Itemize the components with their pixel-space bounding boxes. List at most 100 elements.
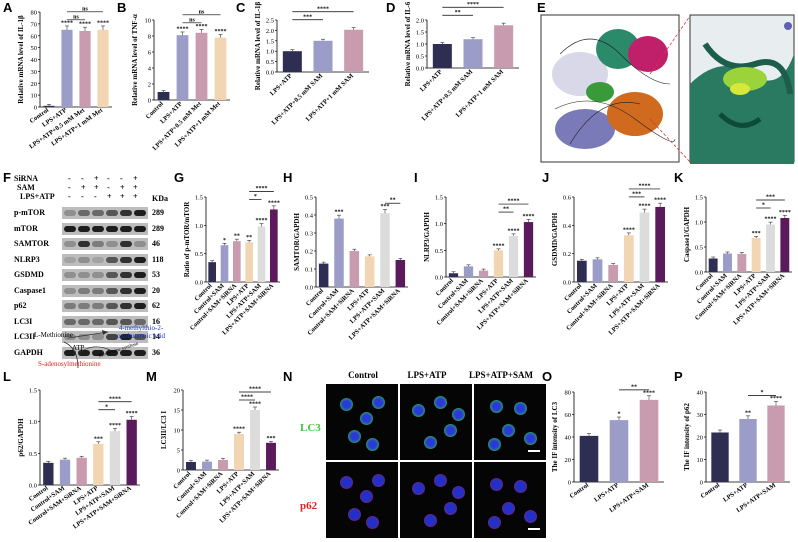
bar-lps-atp-sam-sirna <box>655 206 666 282</box>
panel-label-i: I <box>414 170 418 185</box>
bar-control-sam-sirna <box>478 270 489 277</box>
blot-band <box>64 256 76 263</box>
y-tick-label: 80 <box>31 10 38 17</box>
panel-label-o: O <box>542 369 553 384</box>
blot-band <box>78 303 90 309</box>
bar-lps-atp-1-mm-sam <box>494 25 514 69</box>
blot-band <box>64 287 76 294</box>
y-axis-label: SAMTOR/GAPDH <box>293 213 301 271</box>
chart-c: 0.0 0.5 1.0 1.5 2.0 2.5 Relative mRNA level of… <box>254 2 369 126</box>
blot-band-strip <box>62 331 148 343</box>
blot-band <box>106 349 118 356</box>
bar-control-sam <box>202 461 212 470</box>
chart-j: 0.00.20.40.6GSDMD/GAPDHControlControl+SA… <box>551 183 668 337</box>
blot-protein-label: mTOR <box>14 223 38 233</box>
cell-nucleus <box>452 408 465 421</box>
blot-band <box>134 334 146 340</box>
y-axis-label: p62/GAPDH <box>17 418 25 457</box>
bar-lps-atp <box>751 238 761 272</box>
blot-band <box>120 225 132 232</box>
y-axis-label: Caspase1/GAPDH <box>683 206 691 262</box>
bracket-label: * <box>762 203 765 209</box>
y-tick-label: 20 <box>565 457 572 464</box>
pathway-start: L-Methionine <box>34 331 73 339</box>
blot-kda-value: 62 <box>152 301 160 310</box>
bar-control <box>43 105 55 107</box>
blot-band <box>106 256 118 263</box>
y-axis-label: NLRP3/GAPDH <box>423 212 431 262</box>
bar-control <box>43 462 54 485</box>
bar-lps-atp-0-5-mm-sam <box>313 40 333 72</box>
blot-band <box>134 287 146 294</box>
blot-condition-mark: + <box>94 174 99 183</box>
bar-lps-atp-sam <box>767 405 785 482</box>
blot-condition-mark: - <box>107 174 110 183</box>
bracket-label: **** <box>317 6 329 12</box>
blot-band <box>120 349 132 356</box>
blot-band-strip <box>62 207 148 219</box>
bar-control-sam <box>59 459 71 485</box>
y-tick-label: 0 <box>177 468 180 475</box>
blot-band <box>106 272 118 278</box>
scale-bar <box>528 528 540 530</box>
bar-lps-atp <box>364 256 375 287</box>
bracket-label: ** <box>390 198 396 204</box>
bracket-label: ns <box>82 6 88 12</box>
y-tick-label: 0.2 <box>563 251 571 258</box>
bar-control <box>708 258 718 272</box>
blot-band <box>78 318 90 325</box>
cell-nucleus <box>424 436 437 449</box>
bar-lps-atp-sam-sirna <box>523 222 534 277</box>
bar-control-sam-sirna <box>349 251 360 287</box>
scale-bar <box>528 450 540 452</box>
significance-mark: **** <box>177 26 189 32</box>
y-tick-label: 1.5 <box>266 38 274 45</box>
bar-lps-atp <box>493 250 504 277</box>
bracket-label: **** <box>241 395 253 401</box>
y-tick-label: 0.5 <box>29 451 37 458</box>
blot-condition-mark: + <box>94 183 99 192</box>
blot-condition-mark: - <box>68 183 71 192</box>
kda-label: KDa <box>152 194 168 203</box>
category-label: Control <box>568 482 590 500</box>
blot-band <box>92 349 104 356</box>
blot-band <box>106 287 118 294</box>
significance-mark: **** <box>643 390 655 396</box>
blot-kda-value: 289 <box>152 208 164 217</box>
y-axis-label: Ratio of p-mTOR/mTOR <box>183 201 191 278</box>
blot-protein-label: LC3II <box>14 332 36 341</box>
y-tick-label: 20 <box>697 435 704 442</box>
blot-band <box>134 349 146 356</box>
blot-condition-label: SAM <box>17 183 35 192</box>
significance-mark: **** <box>97 20 109 26</box>
blot-band-strip <box>62 222 148 235</box>
bar-lps-atp-1-mm-sam <box>344 29 364 72</box>
chart-o: 0 20 40 60 80 The IF intensity of LC3 Control *… <box>551 384 664 514</box>
y-tick-label: 0.0 <box>195 280 203 287</box>
bar-lps-atp <box>609 420 629 482</box>
cell-nucleus <box>490 400 503 413</box>
mic-col-lps-atp-sam: LPS+ATP+SAM <box>468 370 534 380</box>
y-tick-label: 60 <box>31 33 38 40</box>
blot-condition-label: LPS+ATP <box>20 192 55 201</box>
blot-band <box>120 303 132 309</box>
bar-lps-atp-sam-sirna <box>270 209 278 282</box>
chart-k: 0.00.51.01.5Caspase1/GAPDHControlControl… <box>683 195 792 327</box>
cell-nucleus <box>348 508 361 521</box>
lc3-image-tile <box>474 384 546 460</box>
y-tick-label: 0.0 <box>563 280 571 287</box>
y-tick-label: 40 <box>31 57 38 64</box>
blot-band <box>78 225 90 232</box>
panel-label-d: D <box>386 0 396 15</box>
blot-band <box>134 318 146 325</box>
blot-condition-mark: + <box>107 192 112 201</box>
panel-label-g: G <box>174 170 185 185</box>
bracket-label: **** <box>467 2 479 8</box>
panel-label-c: C <box>236 0 246 15</box>
blot-kda-value: 53 <box>152 270 160 279</box>
blot-band-strip <box>62 346 148 359</box>
bar-control-sam <box>592 259 603 282</box>
y-tick-label: 0.0 <box>305 285 313 292</box>
